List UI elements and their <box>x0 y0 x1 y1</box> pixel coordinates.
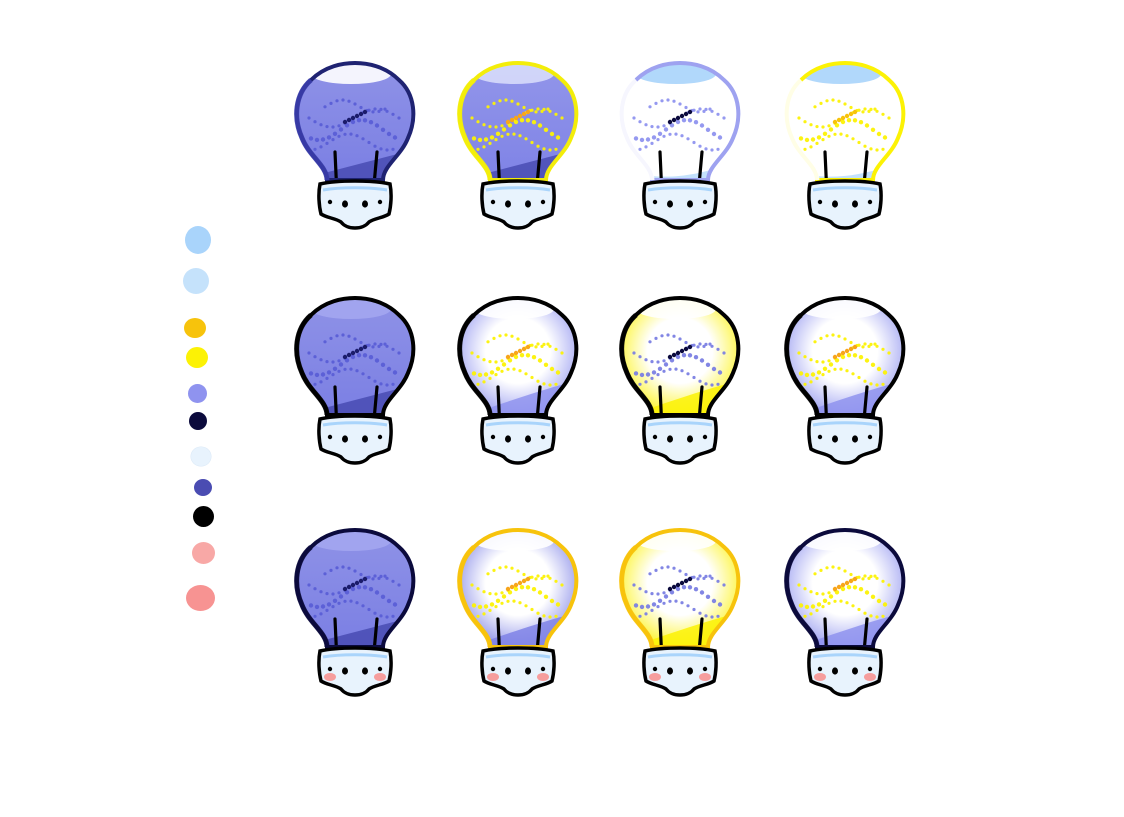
bulb-eye-right <box>525 200 531 208</box>
color-palette <box>0 0 260 817</box>
bulb-eye-right <box>362 200 368 208</box>
palette-swatch-light-pink <box>191 542 215 564</box>
bulb-eye-right <box>852 435 858 443</box>
bulb-blush-right <box>537 673 549 681</box>
bulb-base <box>642 646 718 697</box>
bulb-eye-right <box>525 667 531 675</box>
lightbulb-icon <box>448 527 588 727</box>
bulb-eye-right <box>362 435 368 443</box>
bulb-base <box>317 179 393 230</box>
bulb-blush-left <box>814 673 826 681</box>
bulb-blush-right <box>699 673 711 681</box>
lightbulb-icon <box>285 527 425 727</box>
bulb-eye-right <box>852 200 858 208</box>
palette-swatch-pale-blue <box>183 268 209 294</box>
bulb-blush-left <box>649 673 661 681</box>
bulb-eye-right <box>525 435 531 443</box>
bulb-eye-left <box>667 200 673 208</box>
lightbulb-icon <box>448 295 588 495</box>
bulb-eye-left <box>667 435 673 443</box>
lightbulb-drawing <box>457 60 579 230</box>
bulb-blush-right <box>864 673 876 681</box>
palette-swatch-salmon <box>185 585 215 611</box>
palette-swatch-periwinkle <box>187 383 207 403</box>
bulb-eye-right <box>687 667 693 675</box>
bulb-eye-left <box>505 200 511 208</box>
bulb-eye-left <box>832 667 838 675</box>
bulb-eye-left <box>342 667 348 675</box>
lightbulb-drawing <box>784 527 906 697</box>
lightbulb-drawing <box>294 295 416 465</box>
lightbulb-drawing <box>294 527 416 697</box>
palette-swatch-yellow <box>186 346 208 368</box>
lightbulb-drawing <box>457 295 579 465</box>
bulb-base <box>480 179 556 230</box>
bulb-base <box>317 414 393 465</box>
bulb-eye-left <box>667 667 673 675</box>
bulb-eye-left <box>832 200 838 208</box>
lightbulb-icon <box>285 60 425 260</box>
bulb-eye-left <box>505 435 511 443</box>
bulb-base <box>807 179 883 230</box>
lightbulb-icon <box>775 60 915 260</box>
bulb-eye-left <box>342 200 348 208</box>
bulb-base <box>807 646 883 697</box>
bulb-eye-right <box>852 667 858 675</box>
palette-swatch-black <box>192 505 214 527</box>
palette-swatch-amber <box>184 318 206 338</box>
bulb-eye-right <box>687 435 693 443</box>
lightbulb-drawing <box>784 60 906 230</box>
lightbulb-icon <box>448 60 588 260</box>
lightbulb-drawing <box>619 60 741 230</box>
lightbulb-icon <box>775 527 915 727</box>
palette-swatch-light-sky-blue <box>185 226 211 254</box>
lightbulb-icon <box>775 295 915 495</box>
bulb-eye-right <box>687 200 693 208</box>
palette-swatch-indigo <box>194 478 212 496</box>
bulb-base <box>642 179 718 230</box>
bulb-blush-left <box>324 673 336 681</box>
bulb-eye-right <box>362 667 368 675</box>
bulb-base <box>317 646 393 697</box>
palette-swatch-navy <box>189 412 207 430</box>
lightbulb-icon <box>610 60 750 260</box>
bulb-base <box>807 414 883 465</box>
lightbulb-drawing <box>619 527 741 697</box>
palette-swatch-ice-blue <box>191 446 211 466</box>
lightbulb-icon <box>610 295 750 495</box>
bulb-base <box>480 414 556 465</box>
lightbulb-drawing <box>619 295 741 465</box>
bulb-eye-left <box>505 667 511 675</box>
bulb-blush-right <box>374 673 386 681</box>
lightbulb-drawing <box>457 527 579 697</box>
bulb-base <box>642 414 718 465</box>
lightbulb-icon <box>285 295 425 495</box>
lightbulb-icon <box>610 527 750 727</box>
lightbulb-drawing <box>784 295 906 465</box>
bulb-eye-left <box>832 435 838 443</box>
lightbulb-drawing <box>294 60 416 230</box>
bulb-eye-left <box>342 435 348 443</box>
bulb-base <box>480 646 556 697</box>
bulb-blush-left <box>487 673 499 681</box>
